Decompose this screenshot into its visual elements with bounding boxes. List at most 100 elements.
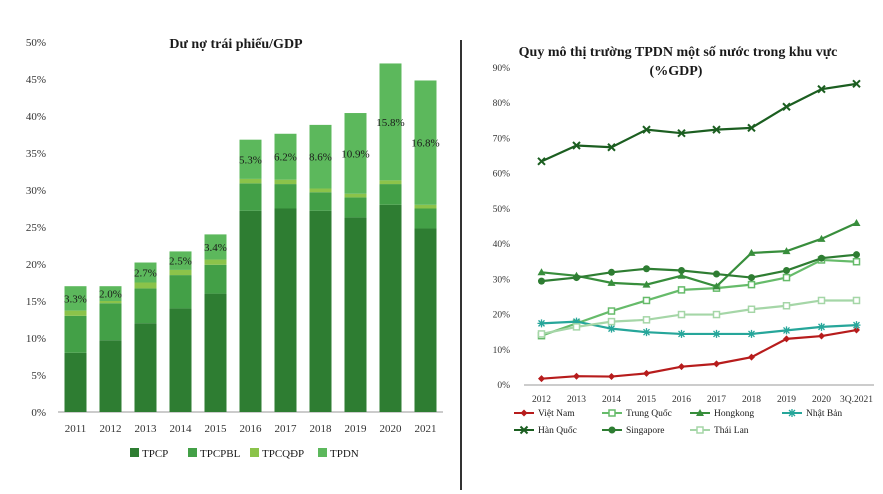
point-hongkong-2019 <box>782 247 791 255</box>
point-nhat-ban-2015 <box>642 328 651 337</box>
point-viet-nam-2014 <box>608 373 615 381</box>
bar-tpcp-2015 <box>204 293 227 412</box>
bar-tpdn-2012 <box>99 286 122 301</box>
bar-tpcp-2020 <box>379 204 402 412</box>
data-label-tpdn-2013: 2.7% <box>134 268 157 280</box>
y-tick-label: 50% <box>26 37 46 49</box>
legend-label-singapore: Singapore <box>626 426 665 436</box>
series-viet-nam <box>538 326 860 383</box>
data-label-tpdn-2019: 10.9% <box>341 148 369 160</box>
x-tick-label: 2012 <box>532 395 551 405</box>
bond-debt-chart-svg: Dư nợ trái phiếu/GDP 0% 5% 10% 15% 20% 25% 30%… <box>26 37 443 460</box>
x-tick-label: 2021 <box>415 423 437 435</box>
point-nhat-ban-2020 <box>817 322 826 331</box>
bar-tpcp-2014 <box>169 308 192 412</box>
point-singapore-2015 <box>643 265 650 273</box>
point-trung-quoc-3q-2021 <box>852 257 861 266</box>
x-tick-label: 2016 <box>672 395 691 405</box>
point-viet-nam-2017 <box>713 360 720 368</box>
corporate-bond-market-chart: Quy mô thị trường TPDN một số nước trong… <box>462 0 883 494</box>
bar-tpcpbl-2021 <box>414 208 437 229</box>
point-han-quoc-2012 <box>537 157 546 166</box>
bar-tpcpbl-2013 <box>134 288 157 324</box>
x-tick-label: 2018 <box>310 423 333 435</box>
bar-tpcpbl-2014 <box>169 275 192 309</box>
x-tick-label: 2019 <box>777 395 796 405</box>
bar-tpcp-2013 <box>134 323 157 412</box>
point-trung-quoc-2015 <box>642 296 651 305</box>
y-tick-label: 10% <box>26 333 46 345</box>
y-tick-label: 80% <box>493 99 511 109</box>
point-hongkong-2016 <box>677 271 686 279</box>
point-thai-lan-3q-2021 <box>852 296 861 305</box>
x-tick-label: 3Q.2021 <box>840 395 873 405</box>
bar-tpcpbl-2016 <box>239 183 262 211</box>
legend-marker-nhat-ban <box>788 409 796 417</box>
data-label-tpdn-2014: 2.5% <box>169 256 192 268</box>
bar-tpcp-2019 <box>344 217 367 412</box>
legend-label-thai-lan: Thái Lan <box>714 426 749 436</box>
legend-swatch-tpcp <box>130 448 139 457</box>
panel-divider <box>460 40 462 490</box>
y-tick-label: 0% <box>497 381 510 391</box>
legend-marker-trung-quoc <box>608 409 616 417</box>
point-han-quoc-2018 <box>747 123 756 133</box>
point-viet-nam-2013 <box>573 372 580 380</box>
data-label-tpdn-2018: 8.6% <box>309 152 332 164</box>
point-viet-nam-2018 <box>748 353 755 361</box>
legend-swatch-tpcqdp <box>250 448 259 457</box>
bar-tpcqdp-2014 <box>169 269 192 276</box>
bar-tpcqdp-2018 <box>309 188 332 193</box>
bar-tpcpbl-2017 <box>274 184 297 209</box>
bar-tpdn-2014 <box>169 251 192 270</box>
bar-tpdn-2011 <box>64 286 87 311</box>
point-hongkong-3q-2021 <box>852 218 861 226</box>
series-hongkong <box>537 218 861 290</box>
y-tick-label: 10% <box>493 346 511 356</box>
x-tick-label: 2020 <box>812 395 831 405</box>
line-hongkong <box>541 221 857 288</box>
point-nhat-ban-2013 <box>572 317 581 326</box>
bar-tpcpbl-2020 <box>379 184 402 205</box>
point-han-quoc-3q-2021 <box>852 79 861 89</box>
y-tick-label: 35% <box>26 148 46 160</box>
bar-tpcp-2016 <box>239 210 262 412</box>
bar-tpdn-2015 <box>204 234 227 260</box>
point-viet-nam-2019 <box>783 335 790 343</box>
legend-label-trung-quoc: Trung Quốc <box>626 408 672 419</box>
point-nhat-ban-3q-2021 <box>852 321 861 330</box>
bar-tpcqdp-2013 <box>134 282 157 289</box>
legend-label-tpcpbl: TPCPBL <box>200 448 241 460</box>
chart-title: Dư nợ trái phiếu/GDP <box>169 37 303 52</box>
point-singapore-2012 <box>538 277 545 285</box>
y-tick-label: 0% <box>31 407 46 419</box>
y-tick-label: 25% <box>26 222 46 234</box>
bar-tpdn-2021 <box>414 80 437 205</box>
data-label-tpdn-2020: 15.8% <box>376 117 404 129</box>
point-han-quoc-2014 <box>607 143 616 152</box>
bar-tpcpbl-2019 <box>344 197 367 218</box>
bar-tpcp-2021 <box>414 228 437 412</box>
point-trung-quoc-2018 <box>747 280 756 289</box>
data-label-tpdn-2012: 2.0% <box>99 289 122 301</box>
point-trung-quoc-2016 <box>677 286 686 294</box>
legend-label-tpcqdp: TPCQĐP <box>262 448 304 460</box>
point-hongkong-2014 <box>607 278 616 286</box>
data-label-tpdn-2017: 6.2% <box>274 152 297 164</box>
point-thai-lan-2017 <box>712 310 721 319</box>
point-thai-lan-2015 <box>642 316 651 324</box>
point-hongkong-2012 <box>537 268 546 276</box>
legend-marker-han-quoc <box>519 425 529 435</box>
point-thai-lan-2019 <box>782 302 791 310</box>
series-thai-lan <box>537 296 861 338</box>
legend-label-hongkong: Hongkong <box>714 409 754 419</box>
point-nhat-ban-2018 <box>747 329 756 338</box>
x-tick-label: 2013 <box>135 423 158 435</box>
legend-marker-hongkong <box>696 409 704 416</box>
bar-tpdn-2020 <box>379 63 402 181</box>
point-nhat-ban-2016 <box>677 329 686 338</box>
data-label-tpdn-2021: 16.8% <box>411 138 439 150</box>
y-tick-label: 30% <box>493 275 511 285</box>
y-tick-label: 50% <box>493 205 511 215</box>
line-nhat-ban <box>541 320 857 336</box>
